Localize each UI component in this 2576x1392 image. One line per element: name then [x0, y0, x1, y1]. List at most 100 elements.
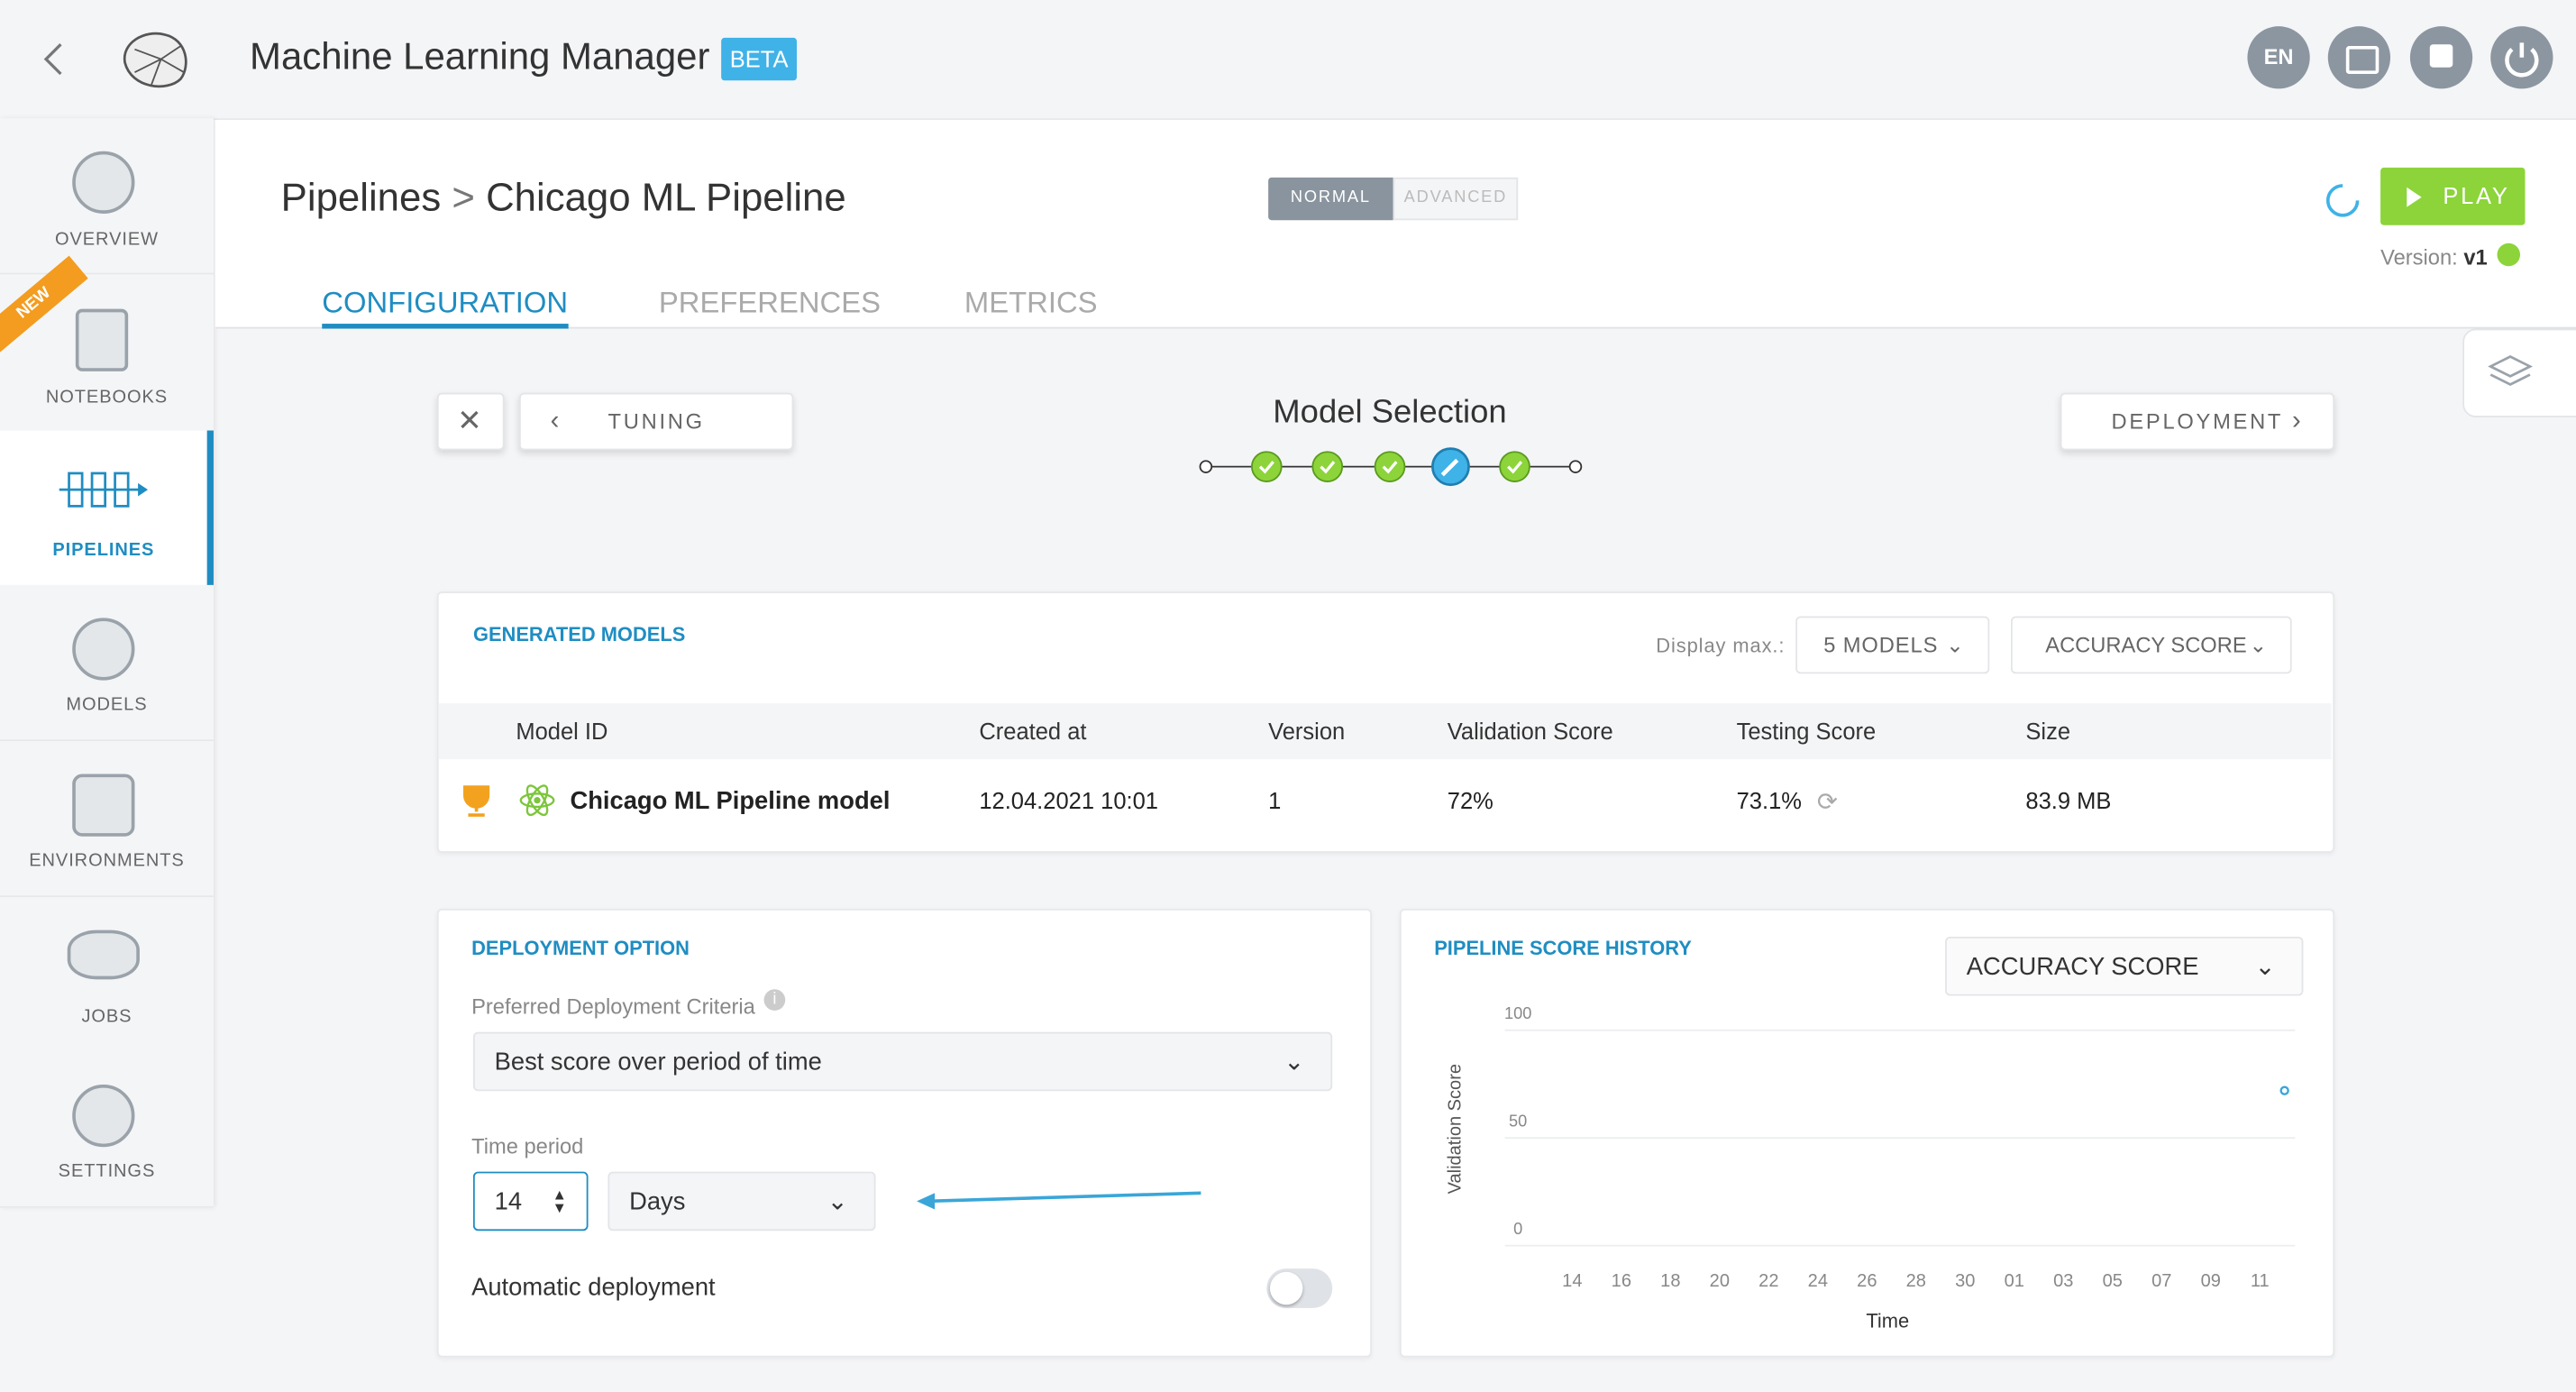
x-tick-label: 24 — [1808, 1271, 1828, 1291]
history-metric-value: ACCURACY SCORE — [1966, 952, 2199, 981]
breadcrumb: Pipelines > Chicago ML Pipeline — [280, 176, 846, 221]
x-tick-label: 20 — [1710, 1271, 1730, 1291]
mode-advanced[interactable]: ADVANCED — [1393, 177, 1519, 221]
x-tick-label: 05 — [2103, 1271, 2123, 1291]
deployment-card — [436, 908, 1372, 1358]
spinner — [2325, 184, 2360, 217]
version-value: v1 — [2463, 244, 2488, 270]
cell: 73.1% — [1736, 787, 1802, 814]
column-header: Model ID — [516, 718, 608, 745]
x-tick-label: 11 — [2251, 1271, 2270, 1291]
x-tick-label: 07 — [2151, 1271, 2171, 1291]
y-tick-label: 50 — [1509, 1112, 1527, 1130]
next-step-label: DEPLOYMENT — [2111, 408, 2284, 435]
nav-item[interactable]: JOBS — [0, 897, 214, 1054]
back-step-button[interactable]: ‹ TUNING — [518, 392, 794, 451]
top-bar — [0, 0, 2576, 121]
language-button[interactable]: EN — [2247, 26, 2310, 89]
data-point — [2279, 1085, 2289, 1095]
tab[interactable]: METRICS — [964, 286, 1098, 319]
nav-label: OVERVIEW — [54, 230, 159, 251]
history-metric-select[interactable]: ACCURACY SCORE ⌄ — [1945, 936, 2304, 996]
version-ok — [2497, 243, 2521, 267]
app-title: Machine Learning Manager — [250, 34, 710, 78]
nav-label: SETTINGS — [58, 1161, 156, 1182]
nav-label: ENVIRONMENTS — [29, 851, 185, 872]
x-tick-label: 22 — [1758, 1271, 1778, 1291]
unit-value: Days — [629, 1186, 686, 1215]
close-button[interactable]: ✕ — [436, 392, 505, 451]
nav-item[interactable]: NOTEBOOKS — [0, 276, 214, 433]
table-header — [438, 703, 2332, 760]
next-step-button[interactable]: DEPLOYMENT › — [2060, 392, 2335, 451]
card-title: PIPELINE SCORE HISTORY — [1434, 936, 1692, 960]
unit-select[interactable]: Days ⌄ — [607, 1171, 876, 1232]
column-header: Testing Score — [1736, 718, 1877, 745]
play-label: PLAY — [2443, 182, 2510, 209]
y-tick-label: 0 — [1513, 1220, 1522, 1238]
x-tick-label: 30 — [1955, 1271, 1975, 1291]
nav-item-active[interactable]: PIPELINES — [0, 430, 214, 587]
cell: 12.04.2021 10:01 — [979, 787, 1159, 814]
automatic-toggle[interactable] — [1266, 1268, 1333, 1308]
x-tick-label: 28 — [1906, 1271, 1926, 1291]
row-icons — [463, 784, 555, 817]
mode-normal[interactable]: NORMAL — [1268, 177, 1393, 221]
x-tick-label: 14 — [1562, 1271, 1582, 1291]
card-title: GENERATED MODELS — [472, 622, 686, 646]
cell: 83.9 MB — [2025, 787, 2112, 814]
y-axis-label: Validation Score — [1445, 1064, 1465, 1194]
card-title: DEPLOYMENT OPTION — [471, 936, 690, 960]
count-select-value: 5 MODELS — [1823, 632, 1939, 658]
automatic-label: Automatic deployment — [471, 1273, 716, 1302]
nav-item[interactable]: ENVIRONMENTS — [0, 741, 214, 898]
layers-button[interactable] — [2462, 328, 2576, 417]
y-tick-label: 100 — [1504, 1004, 1531, 1022]
nav-item[interactable]: OVERVIEW — [0, 118, 214, 275]
tab[interactable]: PREFERENCES — [658, 286, 882, 319]
cell: 1 — [1268, 787, 1282, 814]
nav-label: NOTEBOOKS — [45, 388, 169, 408]
x-axis-label: Time — [1866, 1310, 1909, 1332]
x-tick-label: 03 — [2053, 1271, 2073, 1291]
cell: 72% — [1447, 787, 1494, 814]
nav-label: JOBS — [81, 1007, 132, 1028]
logo — [123, 32, 187, 88]
beta-badge: BETA — [721, 37, 798, 81]
column-header: Created at — [979, 718, 1087, 745]
version: Version: v1 — [2380, 245, 2488, 270]
back-button[interactable] — [36, 40, 69, 79]
annotation-arrow — [917, 1191, 1201, 1210]
cell[interactable]: Chicago ML Pipeline model — [570, 787, 891, 816]
step-progress — [1199, 447, 1583, 487]
x-tick-label: 26 — [1857, 1271, 1877, 1291]
calendar-button[interactable] — [2327, 26, 2391, 89]
nav-item[interactable]: SETTINGS — [0, 1051, 214, 1208]
refresh-icon[interactable]: ⟳ — [1816, 788, 1838, 817]
breadcrumb-root[interactable]: Pipelines — [280, 176, 442, 221]
step-title: Model Selection — [1273, 394, 1507, 431]
nav-item[interactable]: MODELS — [0, 584, 214, 742]
period-value: 14 — [494, 1186, 523, 1215]
info-icon[interactable]: i — [763, 989, 786, 1011]
nav-label: PIPELINES — [52, 540, 155, 561]
tab-active[interactable]: CONFIGURATION — [322, 286, 569, 329]
help-button[interactable] — [2409, 26, 2473, 89]
count-select[interactable]: 5 MODELS ⌄ — [1795, 616, 1990, 674]
nav-label: MODELS — [66, 695, 148, 715]
criteria-select[interactable]: Best score over period of time ⌄ — [472, 1031, 1333, 1092]
version-label: Version: — [2380, 244, 2458, 270]
period-input[interactable]: 14 ▲ ▼ — [472, 1171, 589, 1232]
back-step-label: TUNING — [607, 408, 705, 435]
x-tick-label: 18 — [1660, 1271, 1680, 1291]
power-button[interactable] — [2490, 26, 2553, 89]
column-header: Validation Score — [1447, 718, 1613, 745]
metric-select[interactable]: ACCURACY SCORE ⌄ — [2010, 616, 2292, 674]
period-label: Time period — [471, 1133, 584, 1159]
column-header: Size — [2025, 718, 2071, 745]
criteria-value: Best score over period of time — [494, 1047, 822, 1076]
play-button[interactable]: PLAY — [2380, 167, 2526, 225]
